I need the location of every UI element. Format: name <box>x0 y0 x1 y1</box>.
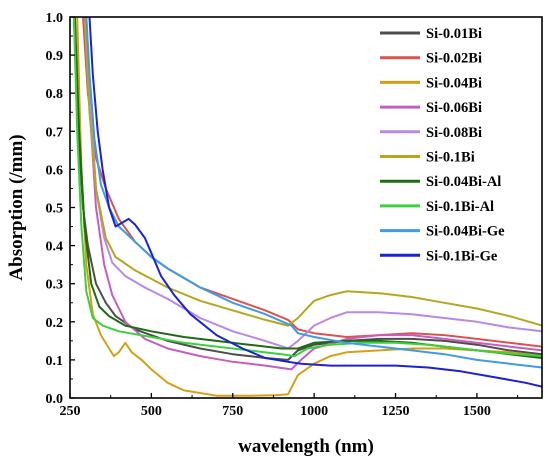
x-tick-label: 1000 <box>300 404 328 419</box>
x-tick-label: 250 <box>60 404 81 419</box>
series-line-si-0-1bi-ge <box>88 17 542 388</box>
y-tick-label: 0.3 <box>46 278 64 293</box>
x-tick-label: 750 <box>222 404 243 419</box>
x-tick-label: 500 <box>141 404 162 419</box>
x-tick-label: 1500 <box>463 404 491 419</box>
series-line-si-0-04bi-ge <box>85 17 542 369</box>
legend-label: Si-0.01Bi <box>426 26 482 42</box>
y-tick-label: 0.4 <box>46 240 64 255</box>
series-line-si-0-02bi <box>82 17 542 348</box>
x-tick-label: 1250 <box>382 404 410 419</box>
legend-label: Si-0.04Bi <box>426 75 482 91</box>
series-layer <box>72 17 542 397</box>
y-tick-label: 0.0 <box>46 392 64 407</box>
series-line-si-0-01bi <box>72 17 542 361</box>
legend-label: Si-0.1Bi-Ge <box>426 248 498 264</box>
legend-label: Si-0.06Bi <box>426 100 482 116</box>
y-tick-label: 1.0 <box>46 11 64 26</box>
y-tick-label: 0.2 <box>46 316 64 331</box>
y-tick-label: 0.6 <box>46 163 64 178</box>
y-tick-label: 0.5 <box>46 202 64 217</box>
x-axis: 250 500 750 1000 1250 1500 <box>60 393 519 419</box>
y-axis-label: Absorption (/mm) <box>6 134 27 280</box>
y-tick-label: 0.9 <box>46 49 64 64</box>
legend: Si-0.01Bi Si-0.02Bi Si-0.04Bi Si-0.06Bi Si-0… <box>380 26 505 264</box>
x-axis-label: wavelength (nm) <box>238 436 374 457</box>
legend-label: Si-0.04Bi-Al <box>426 174 501 190</box>
series-line-si-0-1bi <box>83 17 542 327</box>
legend-label: Si-0.08Bi <box>426 125 482 141</box>
y-tick-label: 0.1 <box>46 354 64 369</box>
series-line-si-0-08bi <box>85 17 542 350</box>
y-tick-label: 0.7 <box>46 125 64 140</box>
legend-label: Si-0.1Bi-Al <box>426 199 494 215</box>
legend-label: Si-0.04Bi-Ge <box>426 224 505 240</box>
legend-label: Si-0.1Bi <box>426 150 475 166</box>
series-line-si-0-06bi <box>85 17 542 371</box>
y-axis: 0.0 0.1 0.2 0.3 0.4 0.5 0.6 0.7 0.8 0.9 1.0 <box>46 11 75 407</box>
legend-label: Si-0.02Bi <box>426 51 482 67</box>
y-tick-label: 0.8 <box>46 87 64 102</box>
